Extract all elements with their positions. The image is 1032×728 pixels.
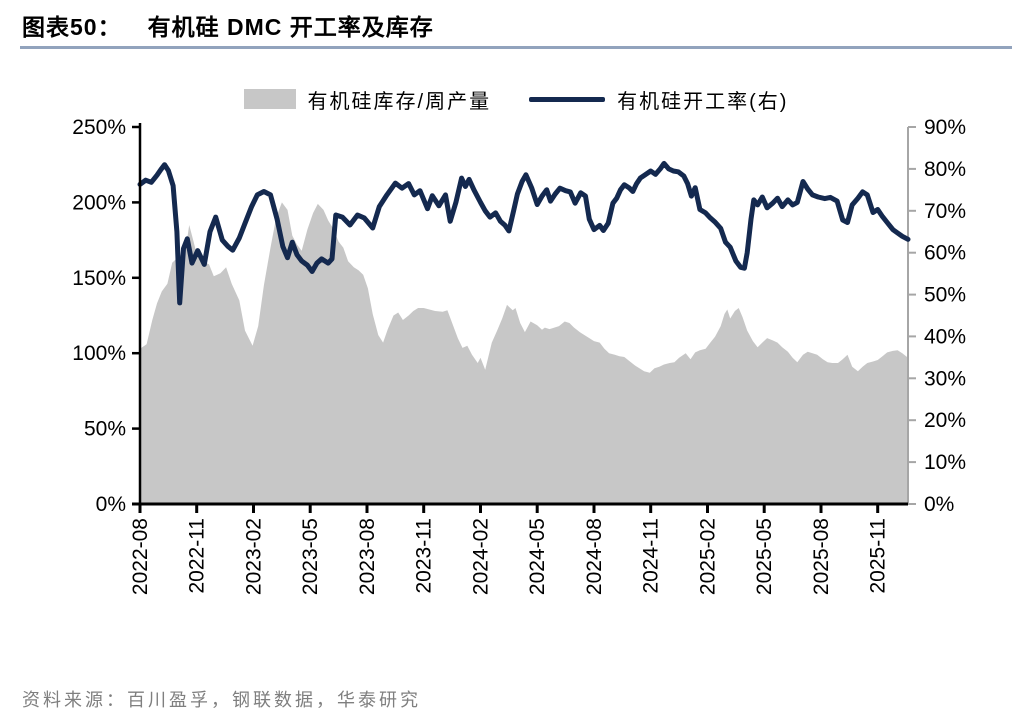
right-axis-tick-label: 70% <box>924 200 966 223</box>
right-axis-tick-label: 0% <box>924 493 954 516</box>
x-axis-tick-label: 2023-05 <box>299 518 322 595</box>
legend-label-inventory: 有机硅库存/周产量 <box>307 90 492 113</box>
x-axis-tick-label: 2022-11 <box>186 518 209 594</box>
x-axis-tick-label: 2023-02 <box>243 518 266 595</box>
x-axis-tick-label: 2025-11 <box>867 518 890 594</box>
chart-canvas: 0% 10% 20% 30% 40% 50% 60% 70% 80% 90% 0% 50% 100% 15… <box>72 116 966 595</box>
figure-title-text: 有机硅 DMC 开工率及库存 <box>147 14 434 40</box>
x-axis-tick-label: 2023-08 <box>356 518 379 595</box>
legend-item-operating-rate: 有机硅开工率(右) <box>529 85 788 114</box>
left-axis-tick-label: 100% <box>72 342 126 365</box>
figure-number: 图表50： <box>22 14 122 40</box>
line-swatch-icon <box>529 96 606 102</box>
x-axis-tick-label: 2024-08 <box>583 518 606 595</box>
legend-label-operating-rate: 有机硅开工率(右) <box>617 90 789 113</box>
right-axis-tick-label: 90% <box>924 116 966 139</box>
x-axis-tick-label: 2025-02 <box>697 518 720 595</box>
left-axis-tick-label: 50% <box>84 418 126 441</box>
inventory-area-series <box>140 202 908 504</box>
right-axis-tick-label: 30% <box>924 367 966 390</box>
left-axis-tick-label: 0% <box>96 493 126 516</box>
right-axis <box>907 126 916 505</box>
title-underline <box>20 46 1012 49</box>
left-axis-tick-label: 200% <box>72 191 126 214</box>
x-axis-tick-label: 2024-02 <box>470 518 493 595</box>
operating-rate-line-series <box>137 160 911 306</box>
figure-title: 图表50： 有机硅 DMC 开工率及库存 <box>22 8 1012 42</box>
right-axis-tick-label: 10% <box>924 451 966 474</box>
x-axis <box>132 502 908 513</box>
right-axis-tick-label: 40% <box>924 325 966 348</box>
source-note: 资料来源：百川盈孚，钢联数据，华泰研究 <box>22 690 421 710</box>
x-axis-tick-label: 2023-11 <box>413 518 436 594</box>
x-axis-tick-label: 2025-08 <box>810 518 833 595</box>
left-axis-tick-label: 250% <box>72 116 126 139</box>
right-axis-tick-label: 60% <box>924 242 966 265</box>
right-axis-tick-label: 50% <box>924 284 966 307</box>
left-axis-tick-label: 150% <box>72 267 126 290</box>
x-axis-tick-label: 2025-05 <box>753 518 776 595</box>
x-axis-tick-label: 2022-08 <box>129 518 152 595</box>
left-axis <box>132 123 142 506</box>
right-axis-tick-label: 80% <box>924 158 966 181</box>
area-swatch-icon <box>243 89 296 109</box>
x-axis-tick-label: 2024-05 <box>526 518 549 595</box>
legend-item-inventory: 有机硅库存/周产量 <box>243 85 492 114</box>
x-axis-tick-label: 2024-11 <box>640 518 663 594</box>
right-axis-tick-label: 20% <box>924 409 966 432</box>
chart-legend: 有机硅库存/周产量 有机硅开工率(右) <box>0 85 1032 114</box>
